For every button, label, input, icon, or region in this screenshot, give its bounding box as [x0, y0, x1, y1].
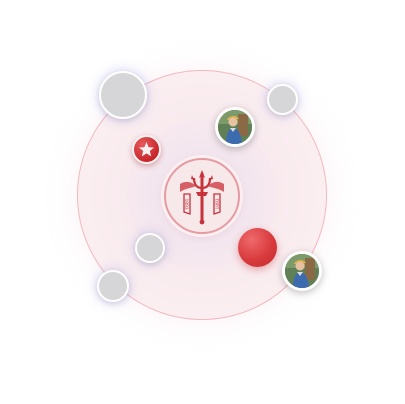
star-icon	[139, 142, 154, 157]
trident-emblem-icon: 1893 1893	[180, 170, 224, 225]
orbit-node-grey-inner[interactable]	[135, 233, 165, 263]
orbit-node-star-badge[interactable]	[132, 135, 161, 164]
center-emblem[interactable]: 1893 1893	[164, 158, 240, 234]
person-photo-icon	[218, 110, 252, 144]
emblem-year-left: 1893	[183, 199, 189, 210]
orbit-node-grey-bottom-left[interactable]	[97, 270, 129, 302]
orbit-node-avatar-bottom[interactable]	[282, 251, 322, 291]
emblem-year-right: 1893	[215, 198, 221, 209]
person-photo-icon	[285, 254, 319, 288]
orbit-node-avatar-top[interactable]	[215, 107, 255, 147]
orbit-node-red[interactable]	[238, 228, 277, 267]
orbit-node-grey-large[interactable]	[99, 71, 147, 119]
orbit-node-grey-top-right[interactable]	[267, 84, 298, 115]
